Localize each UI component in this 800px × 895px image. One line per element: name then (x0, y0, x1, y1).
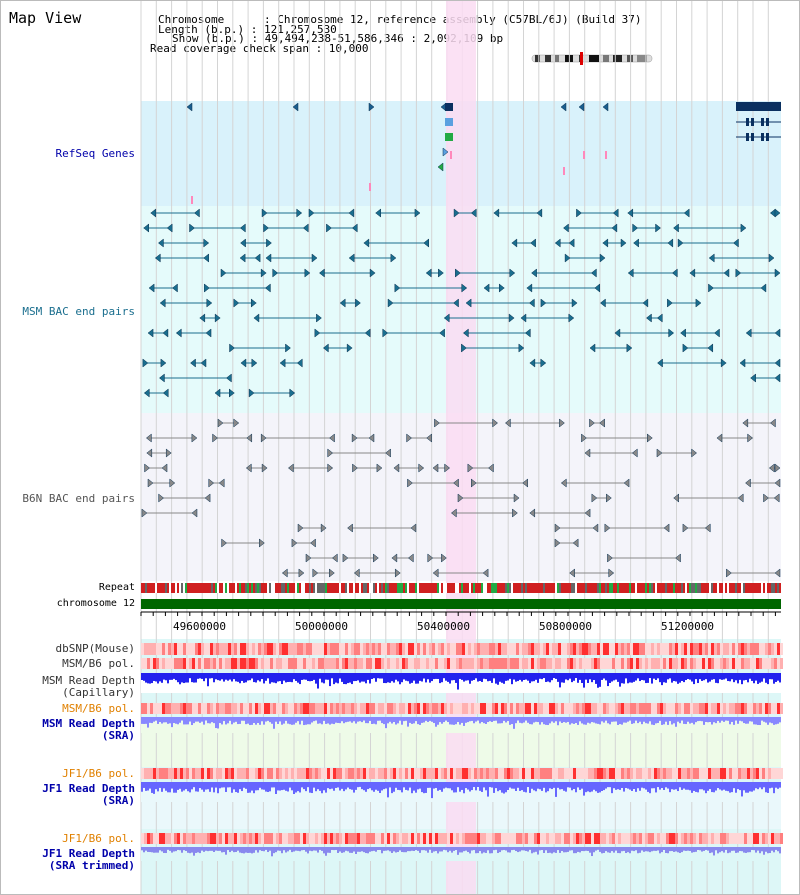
page-title: Map View (9, 9, 82, 27)
track-label-chromosome: chromosome 12 (56, 598, 135, 609)
msm-bac-pairs (142, 208, 781, 398)
track-label-refseq[interactable]: RefSeq Genes (55, 147, 135, 160)
track-label-msm-depth-sra-sub: (SRA) (101, 729, 135, 742)
chromosome-ideogram[interactable] (529, 52, 655, 66)
refseq-genes (186, 102, 781, 204)
track-label-msm-b6-pol-1[interactable]: MSM/B6 pol. (62, 657, 135, 670)
track-label-jf1-depth-trimmed-sub: (SRA trimmed) (48, 859, 135, 872)
track-label-msm-b6-pol-2[interactable]: MSM/B6 pol. (62, 702, 135, 715)
chromosome-bar (141, 599, 781, 609)
track-label-msm-depth-capillary[interactable]: MSM Read Depth (42, 674, 135, 687)
track-label-repeat[interactable]: Repeat (98, 582, 135, 593)
repeat-track (141, 583, 781, 593)
axis-tick-label: 50800000 (539, 620, 592, 633)
track-label-b6n-bac[interactable]: B6N BAC end pairs (22, 492, 135, 505)
axis-tick-label: 51200000 (661, 620, 714, 633)
axis-tick-label: 50400000 (417, 620, 470, 633)
info-coverage-span: Read coverage check span : 10,000 (150, 42, 369, 55)
position-axis (140, 611, 781, 616)
info-length: Length (b.p.) : 121,257,530 (158, 23, 337, 36)
read-depth-tracks (141, 673, 781, 861)
ideogram-position-marker (580, 52, 583, 65)
b6n-bac-pairs (141, 418, 781, 578)
track-label-jf1-depth-sra[interactable]: JF1 Read Depth (42, 782, 135, 795)
track-label-jf1-depth-trimmed[interactable]: JF1 Read Depth (42, 847, 135, 860)
track-label-jf1-b6-pol-2[interactable]: JF1/B6 pol. (62, 832, 135, 845)
track-label-jf1-depth-sra-sub: (SRA) (101, 794, 135, 807)
track-label-jf1-b6-pol-1[interactable]: JF1/B6 pol. (62, 767, 135, 780)
axis-tick-label: 49600000 (173, 620, 226, 633)
polymorphism-tracks (141, 643, 783, 844)
axis-tick-label: 50000000 (295, 620, 348, 633)
track-label-msm-depth-capillary-sub: (Capillary) (62, 686, 135, 699)
track-label-msm-bac[interactable]: MSM BAC end pairs (22, 305, 135, 318)
track-label-dbsnp[interactable]: dbSNP(Mouse) (55, 642, 135, 655)
highlight-region[interactable] (446, 1, 476, 894)
track-label-msm-depth-sra[interactable]: MSM Read Depth (42, 717, 135, 730)
